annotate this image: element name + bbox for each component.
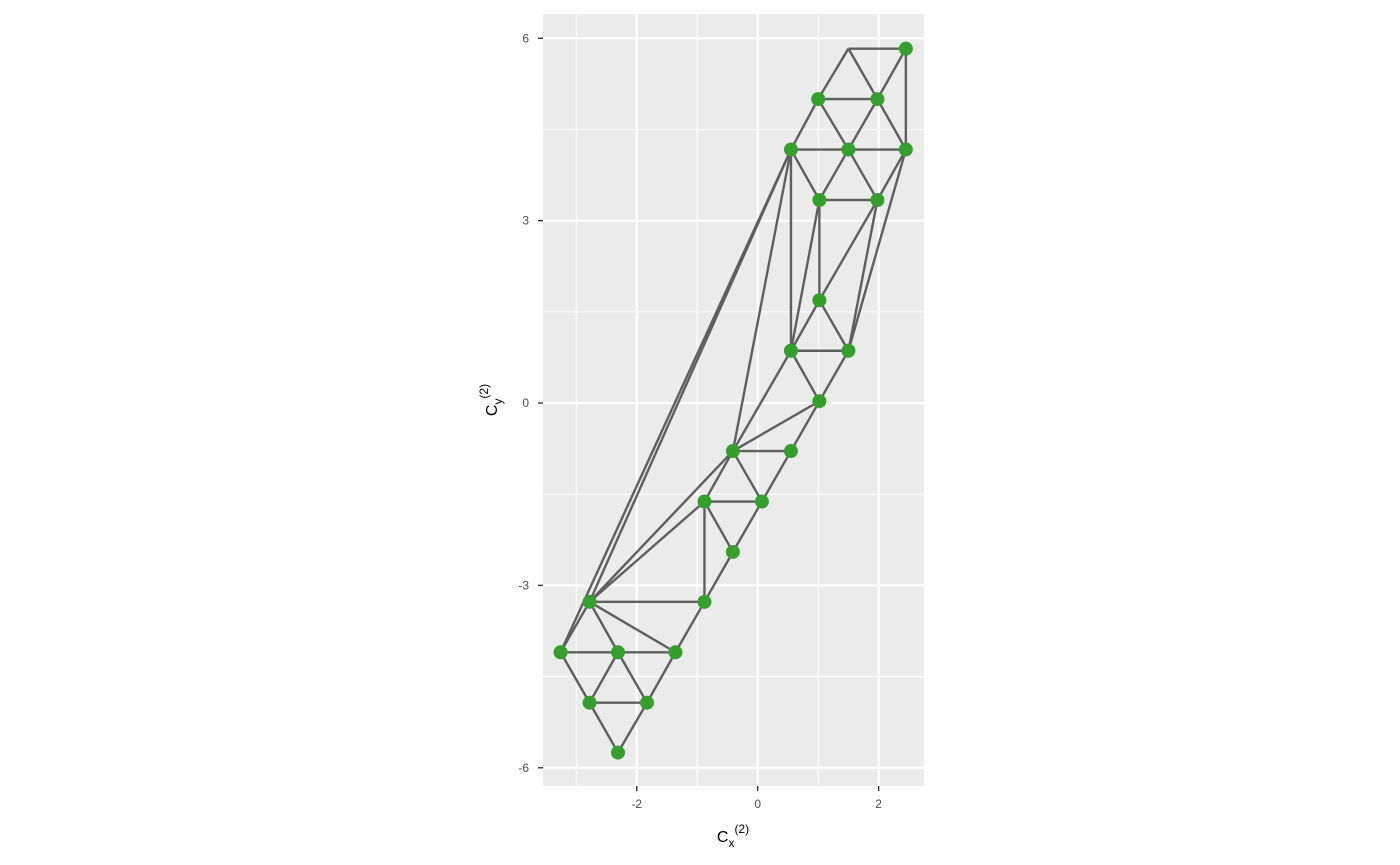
y-axis-title: Cy(2) — [477, 384, 505, 416]
network-node — [697, 494, 712, 509]
y-tick-label: -3 — [518, 578, 529, 592]
network-edge — [818, 299, 850, 352]
network-edge — [559, 149, 793, 653]
network-node — [582, 695, 597, 710]
y-tick-label: 6 — [522, 31, 529, 45]
network-node — [812, 193, 827, 208]
plot-panel — [543, 14, 924, 786]
y-tick-label: -6 — [518, 761, 529, 775]
x-tick-label: 2 — [875, 797, 882, 811]
network-edge — [674, 601, 706, 653]
network-node — [783, 142, 798, 157]
network-edge — [588, 702, 620, 754]
network-edge — [731, 350, 792, 452]
network-edge — [731, 450, 763, 503]
network-node — [640, 695, 655, 710]
network-edge — [645, 651, 677, 704]
network-edge — [847, 199, 879, 351]
network-node — [668, 645, 683, 660]
network-edge — [760, 450, 792, 503]
network-nodes — [553, 41, 913, 760]
network-edge — [703, 500, 734, 553]
y-axis: -6 -3 0 3 6 — [518, 31, 543, 775]
network-edge — [789, 299, 821, 352]
network-edge — [588, 651, 620, 704]
network-node — [812, 293, 827, 308]
network-edge — [817, 98, 850, 151]
x-tick-label: -2 — [631, 797, 642, 811]
network-node — [870, 193, 885, 208]
major-gridlines — [543, 14, 924, 786]
network-node — [783, 343, 798, 358]
network-node — [610, 645, 625, 660]
network-edge — [588, 450, 734, 603]
x-axis-title: Cx(2) — [717, 822, 749, 850]
network-edge — [559, 651, 591, 704]
network-node — [610, 745, 625, 760]
network-node — [898, 41, 913, 56]
network-edge — [703, 450, 734, 503]
network-node — [697, 594, 712, 609]
network-edge — [588, 601, 620, 653]
network-edge — [847, 149, 908, 352]
network-edge — [588, 500, 706, 603]
network-edge — [731, 149, 793, 452]
network-node — [783, 444, 798, 459]
network-edge — [847, 48, 879, 100]
network-edge — [588, 600, 677, 654]
network-edge — [789, 98, 820, 151]
network-node — [811, 92, 826, 107]
x-tick-label: 0 — [754, 797, 761, 811]
network-edge — [789, 350, 821, 402]
network-edge — [732, 400, 820, 453]
network-edge — [616, 651, 649, 704]
network-edge — [818, 350, 850, 402]
network-edge — [818, 148, 850, 201]
network-edge — [559, 601, 591, 653]
network-node — [812, 394, 827, 409]
y-tick-label: 3 — [522, 214, 529, 228]
network-node — [725, 544, 740, 559]
network-edge — [876, 98, 907, 151]
network-edge — [876, 148, 907, 201]
y-tick-label: 0 — [522, 396, 529, 410]
network-edge — [731, 500, 763, 553]
network-edge — [847, 98, 879, 151]
network-node — [870, 92, 885, 107]
network-node — [754, 494, 769, 509]
network-edge — [789, 148, 821, 201]
x-axis: -2 0 2 — [631, 786, 882, 811]
network-edge — [818, 199, 879, 301]
network-edge — [817, 48, 850, 100]
network-node — [582, 594, 597, 609]
network-node — [553, 645, 568, 660]
network-edge — [876, 48, 907, 100]
network-edges — [559, 47, 908, 754]
network-edge — [703, 551, 734, 603]
network-node — [725, 444, 740, 459]
network-node — [898, 142, 913, 157]
network-edge — [616, 702, 649, 754]
network-node — [841, 142, 856, 157]
network-node — [841, 343, 856, 358]
network-edge — [789, 400, 821, 452]
network-edge — [789, 199, 821, 351]
network-edge — [847, 148, 879, 201]
